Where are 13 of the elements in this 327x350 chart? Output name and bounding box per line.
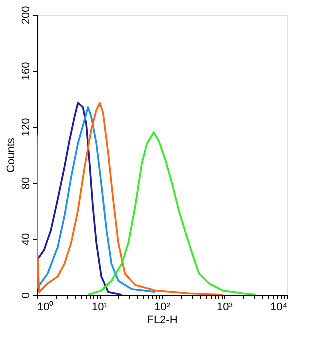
x-axis-title: FL2-H [147,314,178,326]
y-tick-label: 120 [20,118,32,137]
x-tick-label: 10² [154,302,171,314]
x-tick-label: 10¹ [92,302,108,314]
x-tick-label: 10³ [217,302,234,314]
y-tick-label: 80 [20,177,32,190]
y-axis-title: Counts [6,138,18,173]
y-tick-label: 200 [20,6,32,25]
y-tick-label: 160 [20,62,32,81]
x-tick-label: 10⁰ [38,300,54,314]
y-tick-label: 40 [20,233,32,246]
x-tick-label: 10⁴ [270,302,288,314]
y-tick-label: 0 [20,292,32,299]
